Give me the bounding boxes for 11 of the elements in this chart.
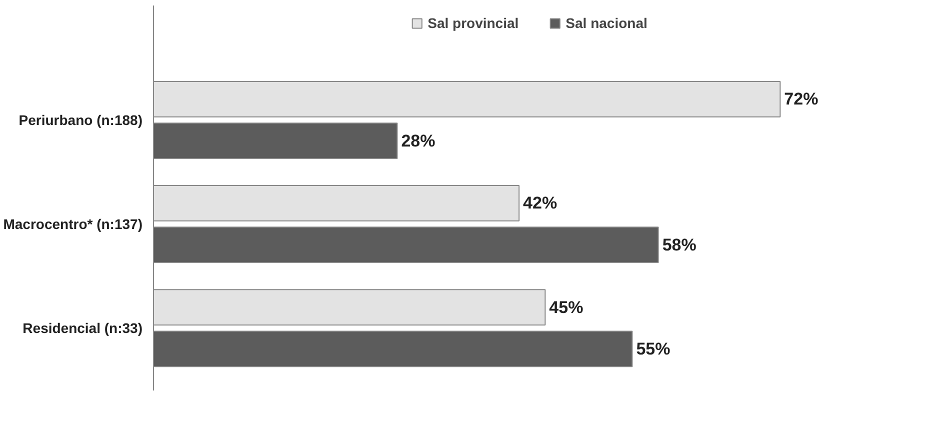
y-tick-label: Periurbano (n:188): [18, 112, 143, 128]
data-label: 45%: [549, 298, 584, 317]
data-label: 42%: [523, 194, 558, 213]
y-tick-label: Macrocentro* (n:137): [3, 216, 143, 232]
data-label: 55%: [636, 339, 670, 358]
legend-label: Sal provincial: [428, 15, 519, 31]
data-label: 28%: [401, 131, 436, 150]
data-label: 72%: [784, 90, 818, 109]
data-label: 58%: [662, 235, 696, 254]
y-tick-label: Residencial (n:33): [22, 320, 143, 336]
legend-label: Sal nacional: [566, 15, 648, 31]
